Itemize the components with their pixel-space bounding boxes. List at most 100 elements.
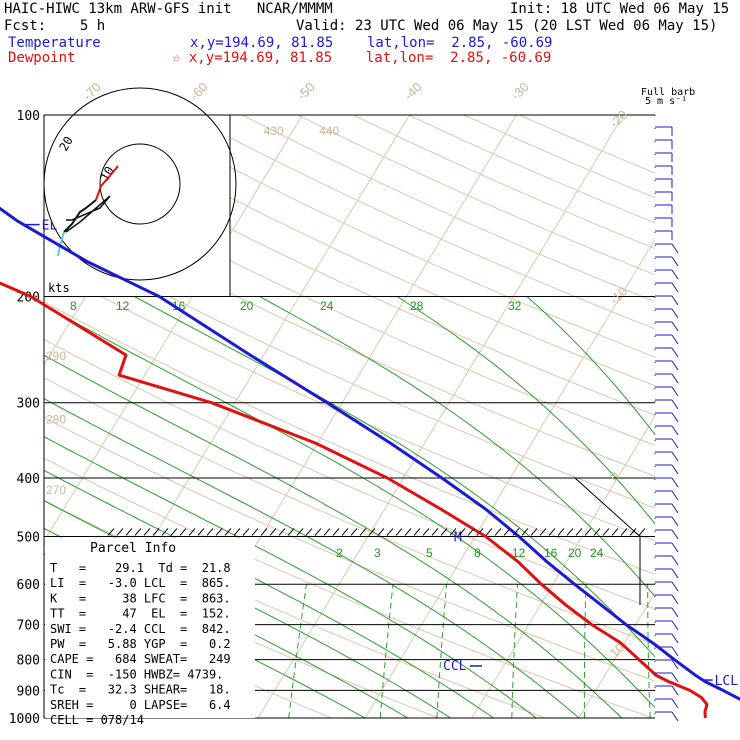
wind-barb-flag <box>671 477 679 488</box>
dry-adiabat-line <box>44 115 655 718</box>
dry-adiabat-line <box>353 115 655 718</box>
freezing-hatch-mark <box>386 528 394 536</box>
freezing-hatch-mark <box>584 528 592 536</box>
freezing-hatch-mark <box>215 528 223 536</box>
temperature-tick-label: -20 <box>607 107 631 131</box>
freezing-hatch-mark <box>602 528 610 536</box>
wind-barb-flag <box>671 360 679 371</box>
freezing-hatch-mark <box>431 528 439 536</box>
isotherm-line <box>257 115 624 718</box>
wind-barb-flag <box>671 581 679 592</box>
freezing-hatch-mark <box>116 528 124 536</box>
pressure-tick-label: 900 <box>17 684 40 699</box>
parcel-info-row: TT = 47 EL = 152. <box>50 607 231 621</box>
dewpoint-profile-line <box>0 281 709 719</box>
mixing-ratio-line <box>583 584 587 718</box>
freezing-hatch-mark <box>269 528 277 536</box>
el-label: EL <box>42 219 58 234</box>
pressure-tick-label: 600 <box>17 578 40 593</box>
parcel-info-row: CAPE = 684 SWEAT= 249 <box>50 652 231 666</box>
wind-barb-flag <box>671 334 679 345</box>
lcl-label: LCL <box>715 674 739 689</box>
parcel-panel-background <box>45 537 255 718</box>
pressure-tick-label: 300 <box>17 397 40 412</box>
barb-legend-line1: Full barb <box>641 87 695 98</box>
dry-adiabat-line <box>44 115 655 718</box>
hodograph-units-label: kts <box>48 281 70 295</box>
freezing-hatch-mark <box>368 528 376 536</box>
hodograph-ring-outer-label: 20 <box>56 134 75 154</box>
temperature-tick-label: -10 <box>607 284 631 308</box>
dry-adiabat-line <box>44 115 655 718</box>
parcel-info-row: Tc = 32.3 SHEAR= 18. <box>50 683 231 697</box>
freezing-hatch-mark <box>467 528 475 536</box>
isotherm-line <box>471 115 655 718</box>
freezing-hatch-mark <box>593 528 601 536</box>
wind-barb-flag <box>671 295 679 306</box>
wind-barb-flag <box>671 516 679 527</box>
freezing-hatch-mark <box>638 528 646 536</box>
freezing-hatch-mark <box>629 528 637 536</box>
mixing-ratio-label-lower: 12 <box>512 546 526 560</box>
wind-barb-flag <box>671 620 679 631</box>
wind-barb-flag <box>671 373 679 384</box>
freezing-hatch-mark <box>539 528 547 536</box>
mixing-ratio-label-upper: 8 <box>70 299 77 313</box>
wind-barb-flag <box>671 269 679 280</box>
wind-barb-flag <box>671 685 679 696</box>
freezing-hatch-mark <box>422 528 430 536</box>
wind-barb-flag <box>671 282 679 293</box>
moist-adiabat-line <box>396 296 655 718</box>
wind-barb-flag <box>671 386 679 397</box>
mixing-ratio-labels: 8 12 16 20 24 28 32 2 3 5 8 12 16 20 24 <box>70 299 604 560</box>
parcel-info-row: K = 38 LFC = 863. <box>50 591 231 605</box>
mixing-ratio-label-lower: 3 <box>374 546 381 560</box>
wind-barb-flag <box>671 698 679 709</box>
hodograph-ring-outer <box>43 87 237 281</box>
theta-label: 430 <box>264 124 284 138</box>
valid-time: Valid: 23 UTC Wed 06 May 15 (20 LST Wed … <box>296 18 718 34</box>
mixing-ratio-label-upper: 20 <box>240 299 254 313</box>
freezing-hatch-mark <box>476 528 484 536</box>
parcel-info-row: SREH = 0 LAPSE= 6.4 <box>50 698 231 712</box>
freezing-hatch-mark <box>485 528 493 536</box>
freezing-hatch-mark <box>449 528 457 536</box>
freezing-hatch-mark <box>134 528 142 536</box>
wind-barb-flag <box>671 438 679 449</box>
moist-adiabat-line <box>526 296 655 718</box>
wind-barb-flag <box>671 425 679 436</box>
freezing-hatch-mark <box>359 528 367 536</box>
parcel-info-row: CELL = 078/14 <box>50 713 144 727</box>
freezing-hatch-mark <box>620 528 628 536</box>
parcel-info-row: T = 29.1 Td = 21.8 <box>50 561 231 575</box>
freezing-hatch-mark <box>377 528 385 536</box>
wind-barb-flag <box>671 594 679 605</box>
temperature-profile-line <box>0 206 740 701</box>
dry-adiabat-line <box>44 115 655 718</box>
mixing-ratio-line <box>288 584 307 718</box>
wind-barb-flag <box>671 464 679 475</box>
freezing-hatch-mark <box>125 528 133 536</box>
theta-label: 290 <box>46 349 66 363</box>
temperature-legend-label: Temperature <box>8 35 101 51</box>
freezing-hatch-mark <box>206 528 214 536</box>
wind-barb-flag <box>671 256 679 267</box>
freezing-hatch-mark <box>224 528 232 536</box>
freezing-hatch-mark <box>413 528 421 536</box>
dry-adiabat-line <box>75 115 655 718</box>
freezing-hatch-mark <box>233 528 241 536</box>
temperature-location: x,y=194.69, 81.85 lat,lon= 2.85, -60.69 <box>190 35 553 51</box>
mixing-ratio-label-lower: 24 <box>590 546 604 560</box>
mixing-ratio-label-upper: 16 <box>172 299 186 313</box>
dry-adiabat-line <box>44 115 653 718</box>
freezing-hatch-mark <box>278 528 286 536</box>
mixing-ratio-label-upper: 12 <box>116 299 130 313</box>
mixing-ratio-line <box>693 584 698 718</box>
hodograph-frame <box>43 114 231 298</box>
dry-adiabat-line <box>44 115 655 718</box>
parcel-info-row: PW = 5.88 YGP = 0.2 <box>50 637 231 651</box>
ccl-label: CCL <box>443 659 467 674</box>
wind-barb-flag <box>671 490 679 501</box>
